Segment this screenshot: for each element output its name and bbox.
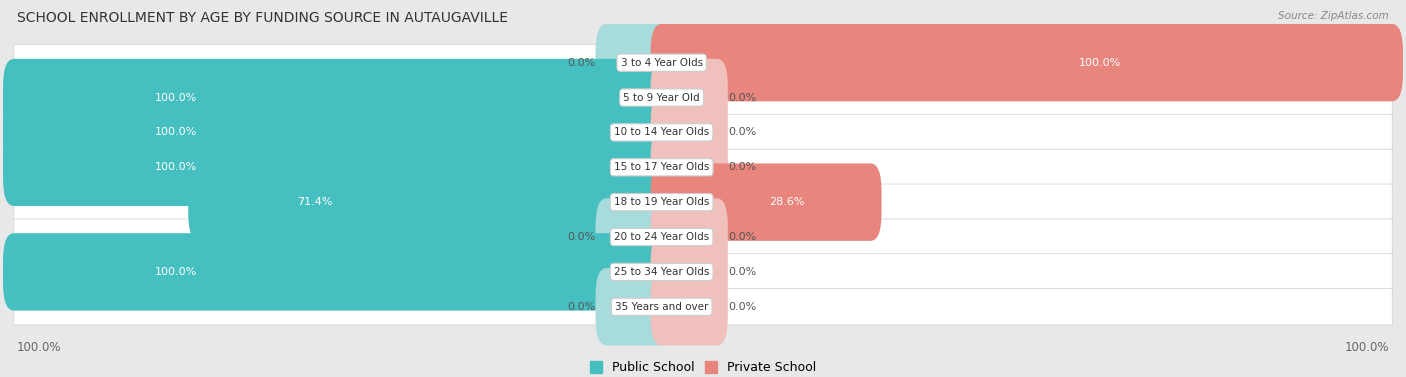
Text: 3 to 4 Year Olds: 3 to 4 Year Olds — [620, 58, 703, 68]
FancyBboxPatch shape — [14, 80, 1392, 116]
Text: 0.0%: 0.0% — [728, 232, 756, 242]
Text: 28.6%: 28.6% — [769, 197, 804, 207]
FancyBboxPatch shape — [596, 198, 672, 276]
Text: 100.0%: 100.0% — [155, 92, 197, 103]
Text: 5 to 9 Year Old: 5 to 9 Year Old — [623, 92, 700, 103]
Text: 0.0%: 0.0% — [728, 267, 756, 277]
FancyBboxPatch shape — [596, 268, 672, 345]
Text: 20 to 24 Year Olds: 20 to 24 Year Olds — [614, 232, 709, 242]
Text: 18 to 19 Year Olds: 18 to 19 Year Olds — [614, 197, 710, 207]
Text: 10 to 14 Year Olds: 10 to 14 Year Olds — [614, 127, 709, 138]
FancyBboxPatch shape — [14, 219, 1392, 255]
Text: 15 to 17 Year Olds: 15 to 17 Year Olds — [614, 162, 710, 172]
Text: 100.0%: 100.0% — [1344, 342, 1389, 354]
Text: 0.0%: 0.0% — [728, 302, 756, 312]
FancyBboxPatch shape — [3, 129, 672, 206]
FancyBboxPatch shape — [14, 44, 1392, 81]
FancyBboxPatch shape — [651, 233, 728, 311]
FancyBboxPatch shape — [14, 184, 1392, 220]
Text: 100.0%: 100.0% — [17, 342, 62, 354]
FancyBboxPatch shape — [3, 94, 672, 171]
Text: 35 Years and over: 35 Years and over — [614, 302, 709, 312]
FancyBboxPatch shape — [3, 233, 672, 311]
Text: 0.0%: 0.0% — [728, 162, 756, 172]
Text: 0.0%: 0.0% — [728, 92, 756, 103]
Text: 25 to 34 Year Olds: 25 to 34 Year Olds — [614, 267, 710, 277]
FancyBboxPatch shape — [14, 254, 1392, 290]
Text: 0.0%: 0.0% — [567, 58, 596, 68]
FancyBboxPatch shape — [651, 24, 1403, 101]
FancyBboxPatch shape — [651, 198, 728, 276]
Legend: Public School, Private School: Public School, Private School — [585, 356, 821, 377]
Text: 100.0%: 100.0% — [155, 267, 197, 277]
FancyBboxPatch shape — [14, 114, 1392, 150]
FancyBboxPatch shape — [651, 268, 728, 345]
Text: 100.0%: 100.0% — [155, 162, 197, 172]
FancyBboxPatch shape — [14, 289, 1392, 325]
FancyBboxPatch shape — [651, 59, 728, 136]
FancyBboxPatch shape — [651, 94, 728, 171]
Text: 71.4%: 71.4% — [297, 197, 333, 207]
Text: SCHOOL ENROLLMENT BY AGE BY FUNDING SOURCE IN AUTAUGAVILLE: SCHOOL ENROLLMENT BY AGE BY FUNDING SOUR… — [17, 11, 508, 25]
Text: 0.0%: 0.0% — [728, 127, 756, 138]
FancyBboxPatch shape — [14, 149, 1392, 185]
FancyBboxPatch shape — [651, 164, 882, 241]
Text: 100.0%: 100.0% — [1078, 58, 1121, 68]
Text: 100.0%: 100.0% — [155, 127, 197, 138]
Text: 0.0%: 0.0% — [567, 302, 596, 312]
FancyBboxPatch shape — [651, 129, 728, 206]
FancyBboxPatch shape — [3, 59, 672, 136]
Text: 0.0%: 0.0% — [567, 232, 596, 242]
FancyBboxPatch shape — [188, 164, 672, 241]
FancyBboxPatch shape — [596, 24, 672, 101]
Text: Source: ZipAtlas.com: Source: ZipAtlas.com — [1278, 11, 1389, 21]
